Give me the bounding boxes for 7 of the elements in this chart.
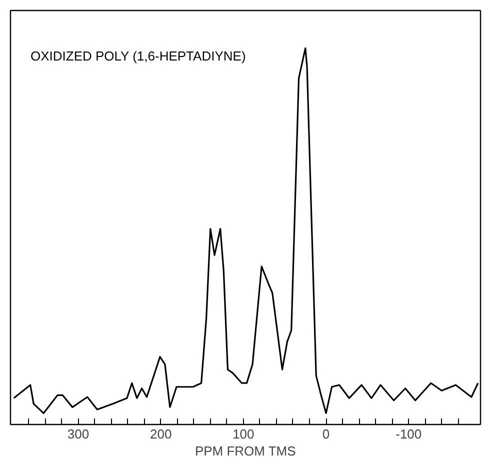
chart-title: OXIDIZED POLY (1,6-HEPTADIYNE)	[30, 48, 246, 64]
x-tick-label: 300	[67, 426, 90, 442]
x-tick-label: 100	[232, 426, 254, 442]
x-tick-label: 200	[150, 426, 172, 442]
x-tick-label: -100	[396, 426, 422, 442]
x-tick-label: 0	[322, 426, 330, 442]
x-axis-title: PPM FROM TMS	[194, 444, 296, 458]
